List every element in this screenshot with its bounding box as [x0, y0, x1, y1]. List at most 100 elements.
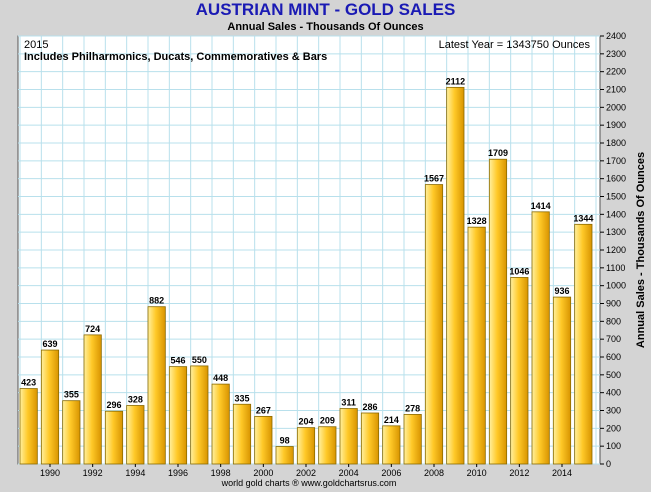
bar-value-label: 1344 [573, 213, 593, 223]
y-axis-title: Annual Sales - Thousands Of Ounces [635, 152, 647, 348]
y-tick-label: 1400 [606, 209, 626, 219]
bar-2008 [424, 184, 444, 465]
x-tick-label: 2012 [509, 468, 529, 478]
bar-2011 [488, 158, 508, 465]
y-tick-label: 1300 [606, 227, 626, 237]
bar-value-label: 639 [42, 339, 57, 349]
year-label: 2015 [24, 39, 48, 51]
y-tick-label: 2300 [606, 49, 626, 59]
bar-value-label: 267 [256, 405, 271, 415]
bar-2009 [446, 86, 465, 465]
bar-2005 [360, 412, 380, 465]
bar-value-label: 423 [21, 378, 36, 388]
x-tick-label: 2004 [339, 468, 359, 478]
bar-value-label: 936 [554, 286, 569, 296]
bar-value-label: 286 [362, 402, 377, 412]
bar-2013 [531, 211, 550, 465]
bar-1999 [232, 403, 252, 465]
bar-1993 [104, 410, 124, 465]
chart-note: Includes Philharmonics, Ducats, Commemor… [24, 51, 327, 63]
bar-2002 [296, 427, 316, 465]
footer-credit: world gold charts ® www.goldchartsrus.co… [221, 478, 397, 488]
x-tick-label: 2000 [253, 468, 273, 478]
bar-value-label: 882 [149, 296, 164, 306]
bar-value-label: 204 [298, 417, 313, 427]
bar-1990 [40, 349, 60, 465]
bar-1989 [19, 388, 38, 465]
bar-value-label: 209 [320, 416, 335, 426]
y-tick-label: 300 [606, 406, 621, 416]
bar-2006 [382, 425, 401, 465]
bar-value-label: 214 [384, 415, 399, 425]
bar-1992 [83, 334, 102, 465]
bar-1994 [126, 405, 145, 465]
bar-2012 [510, 277, 529, 465]
x-tick-label: 2006 [381, 468, 401, 478]
latest-year-label: Latest Year = 1343750 Ounces [439, 39, 591, 51]
y-tick-label: 100 [606, 441, 621, 451]
y-tick-label: 1500 [606, 192, 626, 202]
bar-value-label: 328 [128, 395, 143, 405]
bar-1996 [168, 366, 188, 465]
y-tick-label: 1700 [606, 156, 626, 166]
bar-value-label: 335 [234, 393, 249, 403]
bar-value-label: 1328 [467, 216, 487, 226]
bar-1991 [62, 400, 81, 465]
chart-subtitle: Annual Sales - Thousands Of Ounces [227, 21, 424, 33]
bar-1997 [190, 365, 209, 465]
y-tick-label: 0 [606, 459, 611, 469]
bar-1995 [147, 306, 166, 465]
bar-value-label: 448 [213, 373, 228, 383]
bar-value-label: 296 [106, 400, 121, 410]
x-tick-label: 2010 [467, 468, 487, 478]
chart-title: AUSTRIAN MINT - GOLD SALES [195, 0, 456, 19]
bar-2015 [574, 223, 593, 465]
x-tick-label: 1998 [211, 468, 231, 478]
y-tick-label: 1100 [606, 263, 625, 273]
y-tick-label: 2000 [606, 102, 626, 112]
bar-2004 [339, 408, 358, 465]
y-tick-label: 1800 [606, 138, 626, 148]
y-tick-label: 900 [606, 299, 621, 309]
bar-value-label: 278 [405, 403, 420, 413]
y-tick-label: 400 [606, 388, 621, 398]
bars: 423 639 355 724 296 328 882 546 550 448 335 267 98 20… [19, 76, 593, 465]
bar-value-label: 1414 [531, 201, 551, 211]
bar-2007 [403, 414, 422, 465]
y-tick-label: 1900 [606, 120, 626, 130]
y-tick-label: 200 [606, 423, 621, 433]
bar-value-label: 1567 [424, 174, 444, 184]
y-tick-label: 1000 [606, 281, 626, 291]
y-tick-label: 2200 [606, 67, 626, 77]
bar-2000 [254, 415, 273, 465]
bar-2001 [275, 446, 294, 465]
x-tick-label: 1994 [125, 468, 145, 478]
bar-value-label: 546 [170, 356, 185, 366]
y-tick-label: 2400 [606, 31, 626, 41]
bar-value-label: 311 [341, 398, 356, 408]
y-tick-label: 1600 [606, 174, 626, 184]
x-axis: 1990 1992 1994 1996 1998 2000 2002 2004 2006 2008… [40, 464, 572, 478]
y-tick-label: 1200 [606, 245, 626, 255]
y-axis: 0 100 200 300 400 500 600 700 800 900 1000 1100 1200… [600, 31, 626, 469]
bar-value-label: 355 [64, 390, 79, 400]
y-tick-label: 2100 [606, 85, 626, 95]
x-tick-label: 2014 [552, 468, 572, 478]
x-tick-label: 2002 [296, 468, 316, 478]
x-tick-label: 2008 [424, 468, 444, 478]
bar-value-label: 724 [85, 324, 100, 334]
y-tick-label: 600 [606, 352, 621, 362]
x-tick-label: 1990 [40, 468, 60, 478]
bar-value-label: 2112 [446, 76, 466, 86]
bar-value-label: 98 [280, 436, 290, 446]
y-tick-label: 700 [606, 334, 621, 344]
x-tick-label: 1996 [168, 468, 188, 478]
bar-2010 [467, 226, 486, 465]
y-tick-label: 800 [606, 316, 621, 326]
bar-1998 [211, 383, 230, 465]
bar-2003 [318, 426, 337, 465]
bar-2014 [552, 296, 572, 465]
y-tick-label: 500 [606, 370, 621, 380]
bar-value-label: 1709 [488, 148, 508, 158]
